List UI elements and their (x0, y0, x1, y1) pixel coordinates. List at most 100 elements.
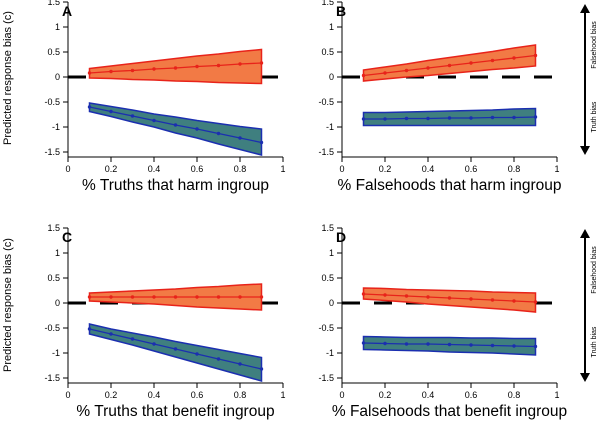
x-tick-label: 1 (280, 164, 285, 174)
data-point (109, 69, 113, 74)
y-tick-label: -1 (326, 122, 334, 132)
y-tick-label: 1.5 (47, 0, 60, 7)
data-point (447, 63, 452, 68)
data-point (490, 58, 495, 63)
data-point (426, 66, 430, 70)
falsehood-bias-label: Falsehood bias (591, 246, 598, 294)
data-point (404, 294, 409, 298)
bias-arrow-top: Falsehood bias Truth bias (580, 4, 598, 155)
y-tick-label: 1.5 (321, 0, 334, 7)
arrow-down-icon (580, 146, 590, 155)
data-point (238, 62, 242, 66)
y-tick-label: -1 (52, 348, 60, 358)
data-point (152, 118, 156, 123)
panel-b: 1.5 1 0.5 0 -0.5 -1 -1.5 0 0.2 0.4 0.6 0.8 1 % Falseh… (318, 0, 561, 194)
data-point (259, 295, 264, 299)
y-tick-label: -1 (326, 348, 334, 358)
y-tick-label: 0.5 (321, 47, 334, 57)
data-point (533, 300, 538, 304)
panel-a: 1.5 1 0.5 0 -0.5 -1 -1.5 0 0.2 0.4 0.6 0.8 1 % Truths… (44, 0, 285, 194)
confidence-band (88, 323, 263, 382)
data-point (404, 342, 409, 346)
data-point (259, 367, 264, 371)
y-tick-label: -0.5 (318, 323, 334, 333)
y-tick-label: -0.5 (44, 97, 60, 107)
data-point (238, 295, 242, 299)
data-point (259, 61, 264, 65)
data-point (87, 295, 92, 299)
falsehood-bias-label: Falsehood bias (591, 21, 598, 69)
data-point (109, 109, 113, 114)
data-point (512, 344, 516, 348)
data-point (361, 292, 366, 296)
panel-label: A (62, 3, 72, 19)
data-point (469, 343, 473, 347)
panel-label: C (62, 229, 72, 245)
data-point (259, 140, 264, 145)
x-tick-label: 0.4 (148, 390, 161, 400)
data-point (130, 68, 135, 73)
data-point (109, 332, 113, 336)
y-tick-label: 0 (329, 298, 334, 308)
data-point (173, 123, 178, 127)
data-point (469, 116, 473, 120)
y-tick-label: 0 (55, 72, 60, 82)
data-point (533, 115, 538, 119)
x-tick-label: 0.8 (234, 164, 247, 174)
data-point (195, 127, 199, 131)
data-point (152, 342, 156, 346)
panel-label: B (336, 3, 346, 19)
x-tick-label: 0.2 (379, 164, 392, 174)
data-point (383, 71, 387, 75)
data-point (383, 117, 387, 121)
y-tick-label: -1.5 (44, 373, 60, 383)
x-tick-label: 0.6 (191, 390, 204, 400)
y-tick-label: 1 (55, 248, 60, 258)
data-point (512, 299, 516, 303)
arrow-up-icon (580, 229, 590, 238)
y-tick-label: 1.5 (321, 223, 334, 233)
data-point (87, 71, 92, 75)
data-point (447, 342, 452, 347)
confidence-band (362, 287, 537, 313)
truth-bias-label: Truth bias (591, 101, 598, 132)
x-tick-label: 0.4 (148, 164, 161, 174)
data-point (216, 63, 221, 68)
x-tick-label: 1 (554, 390, 559, 400)
data-point (426, 295, 430, 299)
y-tick-label: 0 (55, 298, 60, 308)
data-point (238, 362, 242, 366)
y-tick-label: 0 (329, 72, 334, 82)
y-tick-label: -1 (52, 122, 60, 132)
data-point (152, 295, 156, 299)
x-tick-label: 0.8 (508, 164, 521, 174)
x-tick-label: 0 (339, 390, 344, 400)
x-tick-label: 1 (554, 164, 559, 174)
x-tick-label: 0.6 (465, 164, 478, 174)
data-point (404, 116, 409, 121)
y-axis-label-bottom: Predicted response bias (c) (2, 238, 14, 372)
panel-d: 1.5 1 0.5 0 -0.5 -1 -1.5 0 0.2 0.4 0.6 0.8 1 % Falseh… (318, 223, 567, 420)
y-tick-label: -1.5 (44, 147, 60, 157)
data-point (195, 352, 199, 356)
data-point (361, 73, 366, 78)
x-axis-label: % Falsehoods that benefit ingroup (332, 403, 567, 420)
data-point (361, 341, 366, 345)
data-point (216, 295, 221, 299)
data-point (130, 114, 135, 118)
data-point (512, 115, 516, 120)
data-point (469, 297, 473, 301)
data-point (447, 296, 452, 300)
arrow-up-icon (580, 4, 590, 13)
data-point (469, 61, 473, 65)
y-tick-label: 1.5 (47, 223, 60, 233)
data-point (130, 295, 135, 299)
data-point (447, 116, 452, 120)
data-point (383, 341, 387, 346)
x-tick-label: 0.4 (422, 164, 435, 174)
y-tick-label: 0.5 (47, 273, 60, 283)
y-tick-label: -0.5 (318, 97, 334, 107)
x-tick-label: 0 (65, 390, 70, 400)
data-point (533, 53, 538, 58)
panel-c: 1.5 1 0.5 0 -0.5 -1 -1.5 0 0.2 0.4 0.6 0.8 1 % Truths… (44, 223, 285, 420)
